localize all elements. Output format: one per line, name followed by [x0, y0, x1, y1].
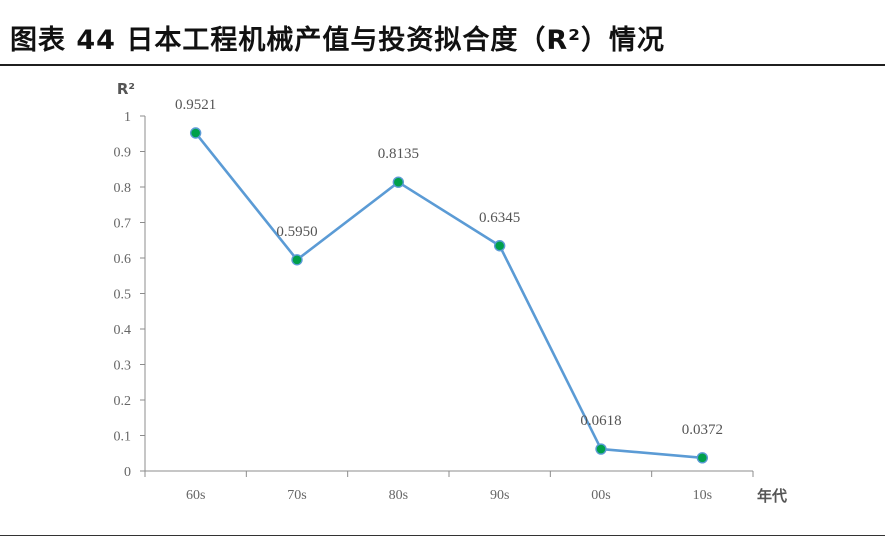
- y-tick-label: 0.9: [114, 146, 132, 161]
- y-tick-label: 0.1: [114, 430, 132, 445]
- data-point-marker: [291, 254, 303, 266]
- y-tick-label: 0.3: [114, 359, 132, 374]
- data-label: 0.0372: [682, 422, 723, 438]
- data-label: 0.6345: [479, 210, 520, 226]
- data-point-marker: [595, 443, 607, 455]
- chart-axes: 0 0.1 0.2 0.3 0.4 0.5 0.6 0.7 0.8 0.9 1 60s 70s 80s 90…: [114, 80, 788, 505]
- data-label: 0.9521: [175, 97, 216, 113]
- y-tick-label: 0.6: [114, 252, 132, 267]
- data-point-marker: [696, 452, 709, 464]
- data-label: 0.5950: [276, 224, 317, 240]
- data-point-marker: [189, 127, 202, 139]
- y-axis-title: R²: [117, 80, 135, 98]
- y-tick-label: 0.7: [114, 217, 132, 232]
- bottom-rule: [0, 535, 885, 536]
- data-point-marker: [493, 240, 506, 252]
- data-label: 0.0618: [580, 413, 621, 429]
- series-line: [194, 132, 703, 460]
- data-label: 0.8135: [378, 146, 419, 162]
- y-tick-label: 0.2: [114, 394, 132, 409]
- figure-title-bar: 图表 44 日本工程机械产值与投资拟合度（R²）情况: [0, 0, 885, 66]
- y-tick-label: 0.8: [114, 181, 132, 196]
- x-tick-label: 10s: [693, 488, 712, 503]
- x-tick-label: 80s: [389, 488, 408, 503]
- x-tick-label: 90s: [490, 488, 509, 503]
- chart-labels: 0.9521 0.5950 0.8135 0.6345 0.0618 0.0372: [175, 97, 723, 438]
- x-tick-label: 70s: [287, 488, 306, 503]
- y-tick-label: 0: [124, 465, 131, 480]
- x-axis-title: 年代: [757, 487, 787, 505]
- y-tick-label: 0.4: [114, 323, 132, 338]
- data-point-marker: [392, 176, 405, 188]
- x-tick-label: 00s: [591, 488, 610, 503]
- chart-series: [189, 127, 709, 464]
- y-tick-label: 0.5: [114, 288, 132, 303]
- y-tick-label: 1: [124, 110, 131, 125]
- figure-title: 图表 44 日本工程机械产值与投资拟合度（R²）情况: [10, 25, 665, 56]
- x-tick-label: 60s: [186, 488, 205, 503]
